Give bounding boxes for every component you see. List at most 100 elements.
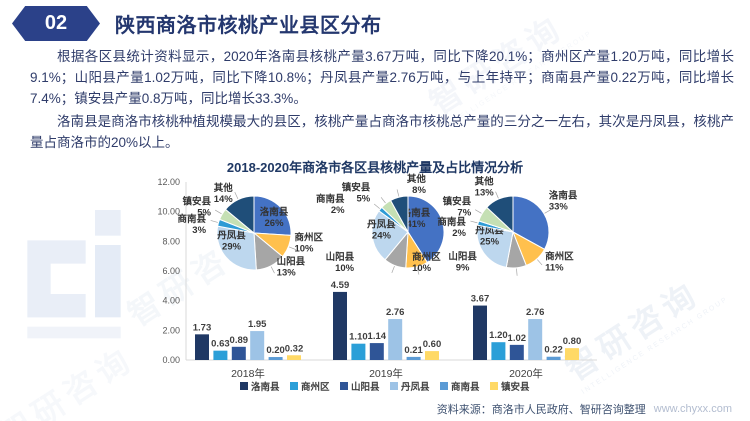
legend-swatch: [390, 382, 398, 390]
pie-label-pct: 10%: [412, 263, 432, 274]
source-note: 资料来源：商洛市人民政府、智研咨询整理: [436, 404, 646, 416]
bar-洛南县: [473, 305, 487, 360]
pie-slice-丹凤县: [216, 225, 257, 271]
pie-label-name: 镇安县: [182, 196, 211, 208]
bar-商南县: [268, 357, 283, 360]
pie-slice-其他: [486, 195, 514, 234]
pie-label-pct: 41%: [406, 219, 426, 230]
bar-value-label: 3.67: [471, 294, 490, 305]
bar-商州区: [491, 342, 506, 360]
legend-label: 商州区: [301, 381, 330, 393]
bar-商州区: [213, 350, 228, 360]
pie-slice-丹凤县: [476, 224, 514, 268]
pie-slice-洛南县: [512, 195, 550, 251]
pie-leader-line: [210, 220, 218, 223]
pie-label-name: 山阳县: [448, 250, 477, 262]
bar-value-label: 0.80: [563, 336, 582, 347]
pie-leader-line: [391, 266, 395, 273]
pie-leader-line: [470, 220, 478, 224]
bar-商南县: [546, 356, 561, 360]
legend-swatch: [340, 382, 348, 390]
pie-label-pct: 9%: [456, 262, 470, 273]
bar-洛南县: [195, 334, 209, 360]
x-category-label: 2018年: [231, 367, 265, 380]
pie-label-name: 山阳县: [277, 256, 306, 268]
pie-label-name: 镇安县: [342, 182, 371, 194]
pie-leader-line: [416, 267, 420, 275]
pie-slice-其他: [389, 195, 409, 233]
pie-leader-line: [475, 209, 482, 214]
bar-value-label: 0.22: [544, 345, 563, 356]
bar-丹凤县: [250, 331, 265, 360]
bar-镇安县: [287, 355, 301, 360]
bar-value-label: 0.20: [266, 345, 285, 356]
legend-swatch: [440, 382, 448, 390]
y-tick-label: 12.00: [157, 177, 180, 187]
legend-swatch: [240, 382, 248, 390]
bar-value-label: 2.76: [526, 307, 545, 318]
pie-leader-line: [234, 192, 239, 200]
pie-label-pct: 7%: [457, 207, 471, 218]
walnut-production-chart: 12.00 10.00 8.00 6.00 4.00 2.00 0.00 2018年 2019年…: [157, 173, 597, 393]
bar-value-label: 0.89: [230, 335, 249, 346]
pie-label-pct: 5%: [197, 208, 211, 219]
pie-label-pct: 5%: [356, 194, 370, 205]
pie-leader-line: [380, 197, 386, 204]
pie-label-name: 商南县: [316, 193, 345, 205]
bar-山阳县: [369, 343, 384, 360]
pie-label-name: 洛南县: [402, 207, 431, 219]
pie-slice-其他: [224, 195, 255, 235]
pie-slice-丹凤县: [371, 210, 409, 261]
chart-title: 2018-2020年商洛市各区县核桃产量及占比情况分析: [226, 160, 524, 175]
bar-丹凤县: [388, 319, 403, 360]
pie-label-name: 丹凤县: [367, 219, 396, 230]
bar-value-label: 1.02: [508, 333, 527, 344]
bar-value-label: 0.63: [211, 339, 230, 350]
pie-leader-line: [214, 209, 222, 215]
pie-label-pct: 2%: [452, 228, 466, 239]
bar-value-label: 1.73: [193, 322, 212, 333]
bar-value-label: 0.60: [423, 339, 442, 350]
bar-丹凤县: [528, 319, 543, 360]
pie-leader-line: [537, 259, 543, 266]
pie-leader-line: [396, 189, 400, 197]
y-tick-label: 8.00: [162, 236, 180, 246]
header: 02 陕西商洛市核桃产业县区分布: [12, 6, 382, 41]
y-tick-label: 2.00: [162, 325, 180, 335]
page-title: 陕西商洛市核桃产业县区分布: [115, 15, 382, 37]
y-tick-label: 0.00: [162, 355, 180, 365]
pie-leader-line: [270, 266, 275, 274]
pie-leader-line: [373, 203, 380, 209]
source-site-link[interactable]: www.chyxx.com: [653, 403, 732, 415]
legend-swatch: [490, 382, 498, 390]
legend-label: 丹凤县: [401, 382, 430, 393]
pie-label-pct: 26%: [265, 218, 285, 229]
legend-swatch: [290, 382, 298, 390]
bar-商南县: [406, 356, 421, 360]
bar-value-label: 1.14: [368, 331, 387, 342]
pie-label-pct: 29%: [222, 242, 242, 253]
pie-label-name: 商南县: [178, 213, 207, 225]
legend-label: 镇安县: [501, 381, 530, 393]
pie-leader-line: [495, 191, 499, 199]
bar-value-label: 1.10: [349, 332, 368, 343]
legend-label: 商南县: [451, 381, 480, 393]
pie-label-pct: 3%: [192, 225, 206, 236]
pie-label-pct: 13%: [475, 187, 495, 198]
pie-label-pct: 11%: [545, 262, 564, 273]
bar-商州区: [351, 343, 366, 360]
pie-label-name: 商南县: [437, 216, 466, 228]
bar-value-label: 4.59: [331, 280, 350, 291]
pie-label-pct: 14%: [214, 194, 234, 205]
pie-label-name: 丹凤县: [217, 231, 246, 242]
pie-label-pct: 10%: [335, 263, 355, 274]
pie-label-name: 其他: [407, 173, 427, 185]
pie-slice-洛南县: [253, 195, 292, 236]
body-text: 根据各区县统计资料显示，2020年洛南县核桃产量3.67万吨，同比下降20.1%…: [30, 46, 734, 153]
pie-label-name: 商州区: [294, 231, 323, 243]
pie-label-pct: 10%: [294, 243, 314, 254]
pie-leader-line: [516, 268, 518, 276]
pie-label-pct: 13%: [277, 268, 297, 279]
pie-label-pct: 24%: [372, 230, 392, 241]
